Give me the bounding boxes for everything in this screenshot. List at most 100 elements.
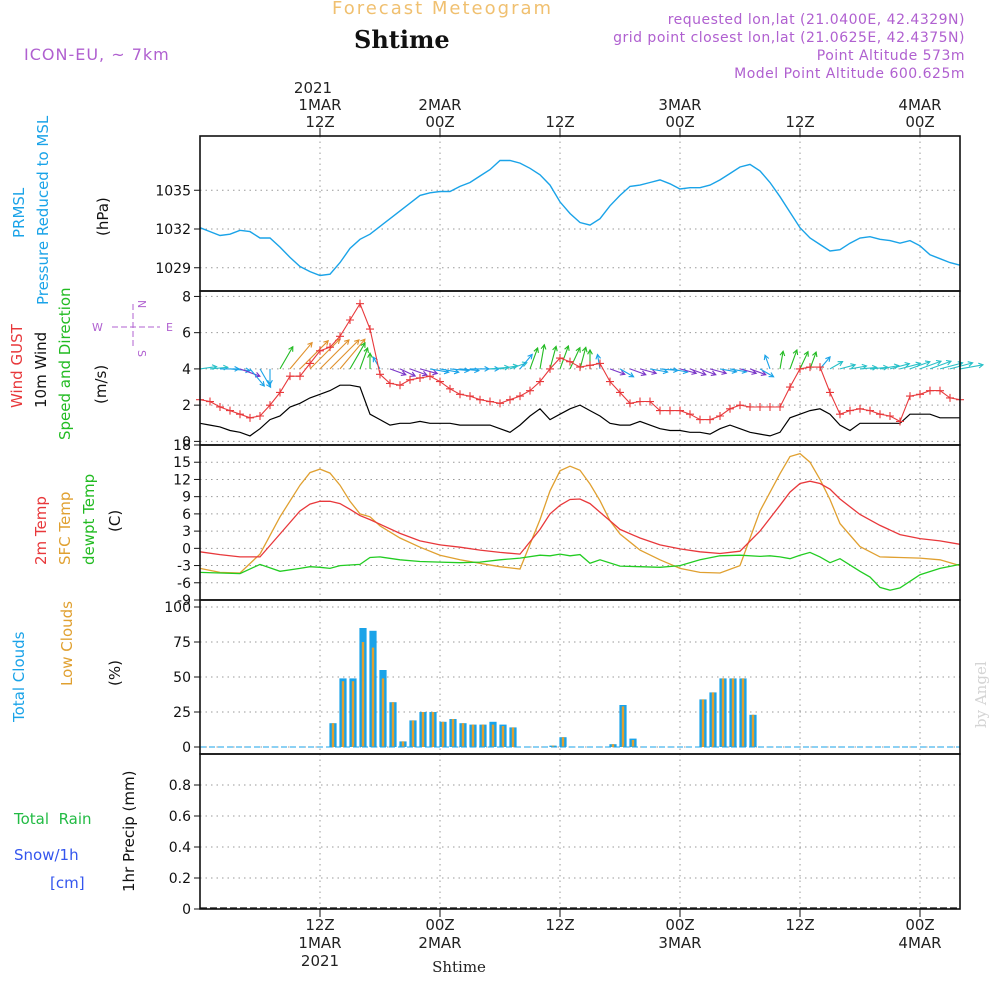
wind-arrow (409, 368, 428, 377)
wind-arrow-head (360, 338, 366, 345)
wind-arrow (799, 350, 809, 370)
wind-arrow-head (363, 346, 369, 353)
wind-arrow (829, 361, 844, 370)
wind-arrow (529, 346, 539, 370)
wind-arrow-shaft (409, 368, 428, 376)
x-tick-label-bottom-date: 3MAR (658, 934, 701, 952)
gust-marker (696, 415, 704, 424)
wind-arrow-head (803, 350, 809, 357)
wind-arrow (639, 368, 658, 375)
wind-arrow (559, 344, 570, 370)
wind-arrow-shaft (279, 346, 294, 370)
bar-lowclouds (421, 712, 425, 747)
series-dewpt (199, 551, 961, 591)
gust-marker (926, 386, 934, 395)
product-title: Forecast Meteogram (332, 0, 553, 19)
gust-marker (406, 375, 414, 384)
gust-marker (336, 332, 344, 341)
wind-arrow-head (453, 368, 460, 375)
gust-marker (766, 402, 774, 411)
wind-arrow-shaft (719, 368, 737, 373)
gust-marker (816, 363, 824, 372)
wind-arrow-shaft (339, 338, 366, 370)
wind-arrow-head (400, 370, 407, 376)
gust-marker (486, 397, 494, 406)
wind-arrow-shaft (349, 342, 366, 370)
gust-marker (936, 386, 944, 395)
winddir-label: Speed and Direction (56, 287, 74, 440)
gust-marker (686, 410, 694, 419)
wind-arrow-head (521, 361, 528, 367)
panel-pressure: 1029 1032 1035 (155, 136, 960, 291)
requested-location: requested lon,lat (21.0400E, 42.4329N) (668, 12, 965, 28)
wind-arrow-shaft (199, 366, 217, 370)
wind-arrow-shaft (709, 368, 727, 374)
gust-marker (276, 388, 284, 397)
bar-lowclouds (741, 678, 745, 747)
gust-marker (586, 361, 594, 370)
footer-station: Shtime (432, 958, 486, 976)
wind-arrow-head (410, 371, 417, 377)
wind-arrow (689, 368, 707, 376)
wind-arrow-shaft (699, 368, 716, 376)
gust-marker (596, 359, 604, 368)
bar-lowclouds (731, 678, 735, 747)
gust-marker (306, 359, 314, 368)
totalclouds-label: Total Clouds (10, 631, 28, 723)
gust-marker (416, 373, 424, 382)
wind-arrow-shaft (449, 368, 469, 372)
wind-arrow-shaft (299, 340, 329, 370)
wind-arrow-shaft (329, 339, 360, 370)
wind-arrow (569, 346, 581, 370)
wind-arrow-head (904, 361, 911, 368)
precip-axis-label: 1hr Precip (mm) (120, 771, 138, 892)
gust-marker (886, 412, 894, 421)
wind-arrow-head (587, 348, 593, 355)
bar-lowclouds (721, 678, 725, 747)
wind-arrow-head (527, 353, 533, 360)
gust-marker (516, 392, 524, 401)
wind-arrow-head (323, 339, 330, 346)
wind-arrow-head (533, 346, 539, 353)
wind-arrow (279, 345, 294, 370)
wind-arrow-shaft (619, 368, 634, 378)
wind-arrow-shaft (689, 368, 706, 376)
gust-marker (526, 386, 534, 395)
wind-arrow (519, 353, 533, 370)
wind-arrow (267, 368, 273, 386)
wind-arrow-shaft (919, 360, 942, 370)
wind-arrow-head (234, 366, 241, 372)
gust-marker (426, 372, 434, 381)
wind-arrow-head (581, 346, 588, 353)
gust-marker (496, 399, 504, 408)
wind-arrow-head (494, 366, 501, 372)
wind-arrow-head (360, 341, 366, 348)
wind-arrow-head (354, 339, 360, 345)
precip-labels: Total Rain Snow/1h [cm] 1hr Precip (mm) (13, 771, 138, 892)
wind-arrow (759, 368, 775, 378)
wind-arrow-shaft (809, 351, 817, 370)
wind-arrow-shaft (939, 362, 963, 370)
gust-marker (946, 393, 954, 402)
bar-lowclouds (451, 719, 455, 747)
wind-arrow (249, 368, 266, 387)
gust-marker (656, 406, 664, 415)
x-tick-label-bottom-hour: 12Z (305, 916, 334, 934)
wind-arrow-shaft (829, 361, 843, 370)
y-tick-label: -6 (177, 576, 191, 592)
gust-marker (616, 388, 624, 397)
gust-marker (806, 363, 814, 372)
y-tick-label: 8 (182, 289, 191, 305)
y-tick-label: 25 (173, 705, 191, 721)
wind-arrow-head (760, 370, 767, 376)
wind-arrow-shaft (289, 342, 313, 370)
y-tick-label: 18 (173, 438, 191, 454)
gust-marker (576, 363, 584, 372)
model-name: ICON-EU, ~ 7km (24, 45, 170, 64)
wind-arrow-head (837, 361, 844, 367)
wind-arrow-shaft (389, 368, 406, 376)
wind-arrow-head (619, 370, 626, 376)
series-sfctemp (199, 452, 961, 574)
gust-marker (236, 410, 244, 419)
